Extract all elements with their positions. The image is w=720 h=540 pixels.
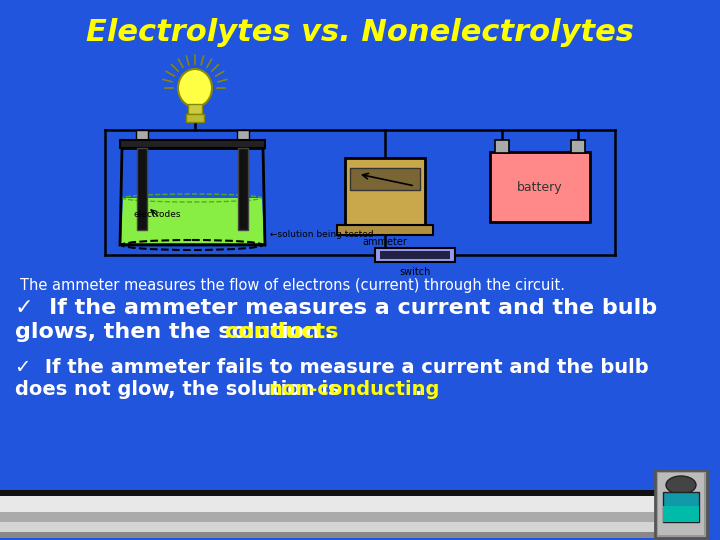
Bar <box>663 492 699 522</box>
Bar <box>0 532 685 538</box>
Bar <box>495 140 509 153</box>
Text: ✓  If the ammeter fails to measure a current and the bulb: ✓ If the ammeter fails to measure a curr… <box>15 358 649 377</box>
Text: .: . <box>325 322 333 342</box>
Bar <box>237 130 249 148</box>
Bar <box>490 152 590 222</box>
Bar <box>0 512 685 522</box>
Text: non-conducting: non-conducting <box>268 380 439 399</box>
Text: Electrolytes vs. Nonelectrolytes: Electrolytes vs. Nonelectrolytes <box>86 18 634 47</box>
Bar <box>186 114 204 122</box>
Bar <box>137 148 147 230</box>
Bar <box>350 168 420 190</box>
Bar <box>120 140 265 148</box>
Bar <box>0 490 685 496</box>
Text: electrodes: electrodes <box>133 210 181 219</box>
Text: ✓  If the ammeter measures a current and the bulb: ✓ If the ammeter measures a current and … <box>15 298 657 318</box>
Text: conducts: conducts <box>225 322 338 342</box>
Text: battery: battery <box>517 180 563 193</box>
Ellipse shape <box>666 476 696 494</box>
Bar <box>337 225 433 235</box>
Bar <box>238 148 248 230</box>
Ellipse shape <box>178 69 212 107</box>
Bar <box>188 104 202 114</box>
Text: switch: switch <box>400 267 431 277</box>
Bar <box>658 473 704 535</box>
Bar <box>571 140 585 153</box>
Bar <box>136 130 148 148</box>
Bar <box>375 248 455 262</box>
Text: glows, then the solution: glows, then the solution <box>15 322 328 342</box>
Bar <box>380 251 450 259</box>
Bar <box>655 470 707 538</box>
Text: .: . <box>415 380 423 399</box>
Bar <box>0 496 685 512</box>
Text: The ammeter measures the flow of electrons (current) through the circuit.: The ammeter measures the flow of electro… <box>20 278 565 293</box>
Text: ammeter: ammeter <box>363 237 408 247</box>
Bar <box>345 158 425 225</box>
Bar <box>0 522 685 532</box>
Text: ←solution being tested: ←solution being tested <box>270 230 374 239</box>
Bar <box>663 506 699 522</box>
Polygon shape <box>121 198 264 243</box>
Text: does not glow, the solution is: does not glow, the solution is <box>15 380 346 399</box>
